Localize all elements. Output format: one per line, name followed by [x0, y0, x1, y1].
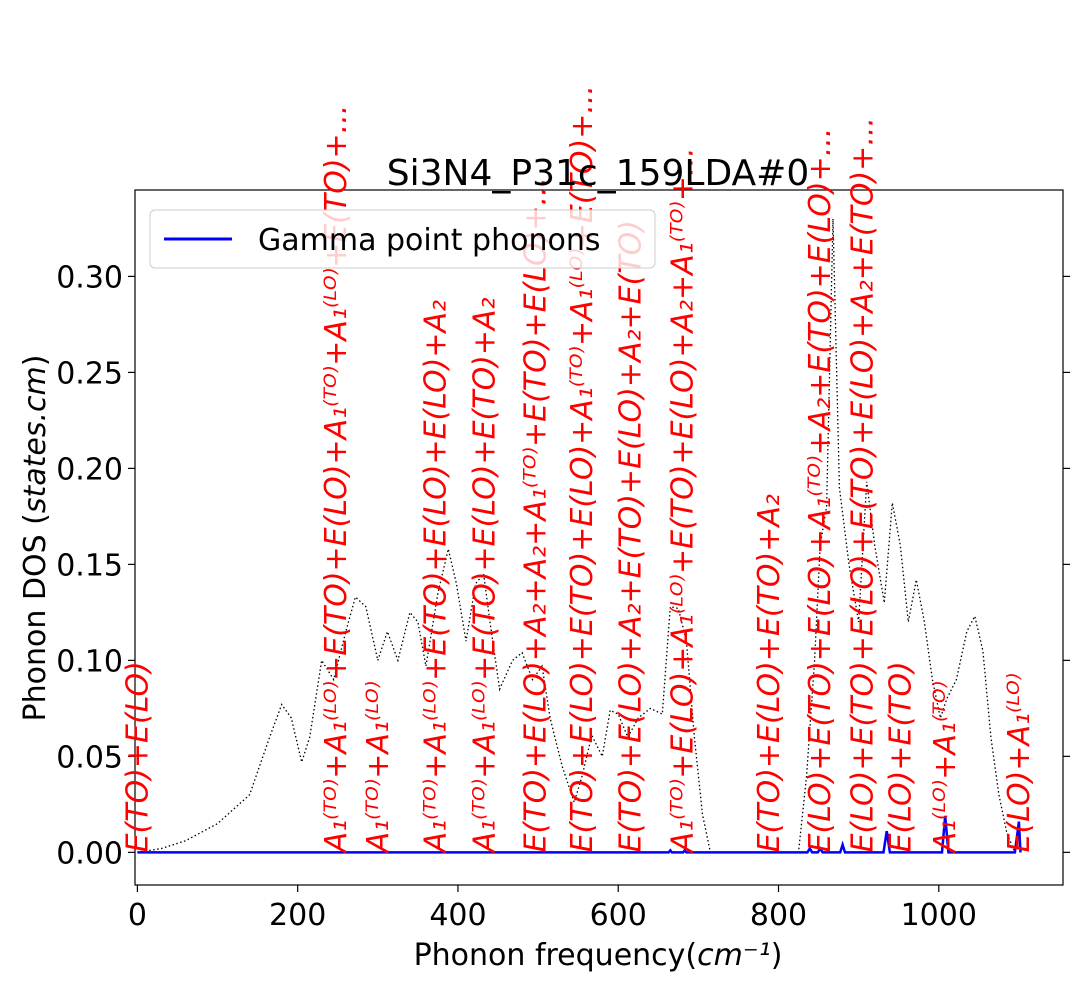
annotation-label: E(LO)+A₁⁽ᴸᴼ⁾ [1002, 673, 1037, 853]
annotation-label: E(LO)+E(TO)+E(LO)+A₁⁽ᵀᴼ⁾+A₂+E(TO)+E(LO)+… [803, 128, 838, 853]
x-tick-label: 200 [269, 898, 326, 933]
y-tick-label: 0.25 [56, 356, 123, 391]
legend-label: Gamma point phonons [258, 223, 600, 258]
x-tick-label: 600 [590, 898, 647, 933]
plot-area [137, 218, 1022, 854]
y-tick-label: 0.10 [56, 644, 123, 679]
y-tick-label: 0.00 [56, 836, 123, 871]
y-tick-label: 0.05 [56, 740, 123, 775]
annotation-label: A₁⁽ᵀᴼ⁾+E(LO)+A₁⁽ᴸᴼ⁾+E(TO)+E(LO)+A₂+A₁⁽ᵀᴼ… [665, 147, 700, 854]
x-tick-label: 400 [429, 898, 486, 933]
y-axis-label: Phonon DOS (states.cm) [18, 355, 53, 722]
legend-box [149, 209, 656, 269]
y-tick-label: 0.15 [56, 548, 123, 583]
axes-frame [134, 189, 1064, 886]
y-tick-label: 0.20 [56, 452, 123, 487]
annotation-label: E(LO)+E(TO) [883, 661, 918, 852]
x-tick-label: 800 [750, 898, 807, 933]
annotation-label: A₁⁽ᵀᴼ⁾+A₁⁽ᴸᴼ⁾+E(TO)+E(LO)+E(LO)+A₂ [419, 300, 454, 854]
annotation-label: E(TO)+E(LO)+E(TO)+A₂ [752, 494, 787, 852]
annotation-label: A₁⁽ᴸᴼ⁾+A₁⁽ᵀᴼ⁾ [928, 681, 963, 855]
x-axis-label: Phonon frequency(cm⁻¹) [414, 938, 783, 973]
y-tick-label: 0.30 [56, 260, 123, 295]
chart-title: Si3N4_P31c_159LDA#0 [387, 153, 809, 194]
annotation-label: A₁⁽ᵀᴼ⁾+A₁⁽ᴸᴼ⁾+E(TO)+E(LO)+E(TO)+A₂ [467, 297, 502, 854]
annotation-label: A₁⁽ᵀᴼ⁾+A₁⁽ᴸᴼ⁾ [361, 681, 396, 855]
annotation-label: E(TO)+E(LO)+E(TO)+E(LO)+A₁⁽ᵀᴼ⁾+A₁⁽ᴸᴼ⁾+E(… [565, 85, 600, 852]
annotation-label: E(TO)+E(LO) [120, 661, 155, 852]
annotation-label: E(TO)+E(LO)+A₂+A₂+A₁⁽ᵀᴼ⁾+E(TO)+E(LO)+... [519, 177, 554, 853]
x-tick-label: 0 [128, 898, 147, 933]
annotation-label: E(LO)+E(TO)+E(LO)+E(TO)+E(LO)+A₂+E(TO)+.… [846, 117, 881, 852]
x-tick-label: 1000 [901, 898, 977, 933]
legend: Gamma point phonons [149, 209, 656, 269]
annotation-label: E(TO)+E(LO)+A₂+E(TO)+E(LO)+A₂+E(TO) [613, 220, 648, 852]
axes: 0 200 400 600 800 1000 0.00 0.05 0.10 0.15 0.20 0.2… [56, 189, 1070, 933]
gamma-series-line [137, 815, 1022, 854]
